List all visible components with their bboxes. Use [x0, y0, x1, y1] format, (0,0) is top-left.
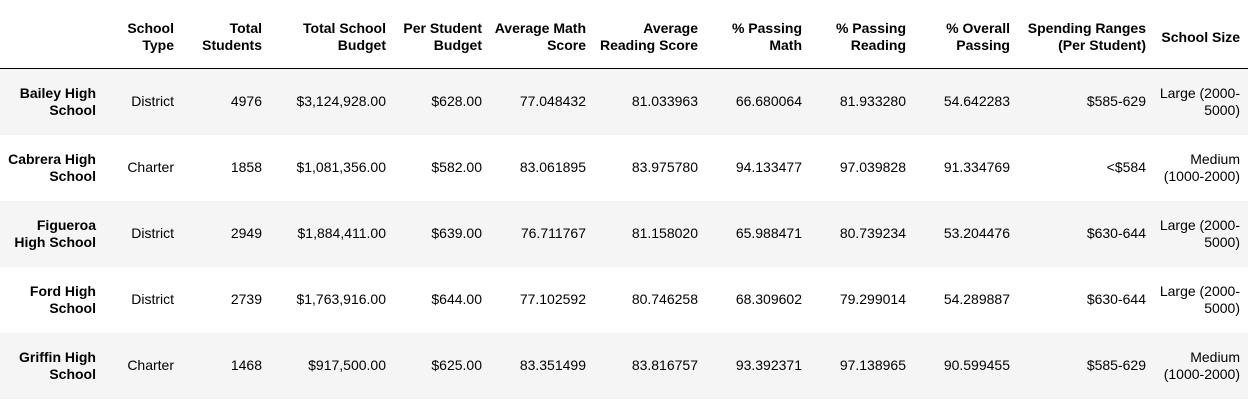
avg-math-cell: 76.711767: [520, 225, 586, 241]
pct-overall-cell: 53.204476: [943, 225, 1010, 241]
spending-range-cell: $630-644: [1086, 225, 1146, 241]
spending-range-cell: <$584: [1106, 159, 1146, 175]
spending-range-cell: $585-629: [1086, 93, 1146, 110]
pct-math-cell: 65.988471: [735, 225, 802, 241]
school-size-cell: Medium (1000-2000): [1163, 348, 1240, 382]
total-students-cell: 2949: [230, 225, 262, 241]
school-type-cell: Charter: [127, 159, 174, 175]
avg-reading-cell: 80.746258: [631, 291, 698, 307]
header-row: School Type Total Students Total School …: [0, 6, 1248, 69]
avg-reading-cell: 81.033963: [631, 93, 698, 110]
pct-reading-cell: 80.739234: [839, 225, 906, 241]
avg-math-cell: 83.061895: [519, 159, 586, 175]
school-type-cell: District: [131, 93, 174, 110]
pct-reading-cell: 81.933280: [839, 93, 906, 110]
column-header-school-type: School Type: [104, 6, 182, 69]
avg-math-cell: 77.102592: [519, 291, 586, 307]
per-student-budget-cell: $639.00: [431, 225, 482, 241]
total-students-cell: 4976: [230, 93, 262, 110]
pct-overall-cell: 91.334769: [943, 159, 1010, 175]
pct-math-cell: 93.392371: [735, 357, 802, 373]
table-row: Bailey High School District 4976 $3,124,…: [0, 68, 1248, 135]
column-header-per-student-budget: Per Student Budget: [394, 6, 490, 69]
school-type-cell: District: [131, 225, 174, 241]
per-student-budget-cell: $625.00: [431, 357, 482, 373]
total-budget-cell: $1,763,916.00: [296, 291, 386, 307]
table-row: Griffin High School Charter 1468 $917,50…: [0, 332, 1248, 399]
pct-reading-cell: 79.299014: [839, 291, 906, 307]
per-student-budget-cell: $582.00: [431, 159, 482, 175]
pct-reading-cell: 97.138965: [839, 357, 906, 373]
per-student-budget-cell: $628.00: [431, 93, 482, 110]
school-name-cell: Griffin High School: [19, 348, 96, 382]
pct-math-cell: 94.133477: [735, 159, 802, 175]
pct-overall-cell: 90.599455: [943, 357, 1010, 373]
total-budget-cell: $3,124,928.00: [296, 93, 386, 110]
column-header-school-size: School Size: [1154, 6, 1248, 69]
pct-math-cell: 66.680064: [735, 93, 802, 110]
avg-reading-cell: 83.975780: [631, 159, 698, 175]
total-budget-cell: $1,081,356.00: [296, 159, 386, 175]
total-students-cell: 1468: [230, 357, 262, 373]
avg-reading-cell: 81.158020: [631, 225, 698, 241]
total-budget-cell: $1,884,411.00: [297, 225, 387, 241]
column-header-avg-reading: Average Reading Score: [594, 6, 706, 69]
table-row: Figueroa High School District 2949 $1,88…: [0, 200, 1248, 267]
school-size-cell: Large (2000-5000): [1159, 282, 1240, 316]
total-budget-cell: $917,500.00: [308, 357, 386, 373]
column-header-index: [0, 6, 104, 69]
school-name-cell: Ford High School: [29, 282, 96, 316]
pct-math-cell: 68.309602: [735, 291, 802, 307]
column-header-pct-overall: % Overall Passing: [914, 6, 1018, 69]
spending-range-cell: $630-644: [1086, 291, 1146, 307]
spending-range-cell: $585-629: [1086, 357, 1146, 373]
avg-math-cell: 77.048432: [519, 93, 586, 110]
pct-overall-cell: 54.642283: [943, 93, 1010, 110]
pct-overall-cell: 54.289887: [943, 291, 1010, 307]
school-size-cell: Large (2000-5000): [1159, 216, 1240, 250]
school-summary-table: School Type Total Students Total School …: [0, 6, 1248, 399]
avg-reading-cell: 83.816757: [631, 357, 698, 373]
pct-reading-cell: 97.039828: [839, 159, 906, 175]
table-row: Ford High School District 2739 $1,763,91…: [0, 267, 1248, 333]
column-header-pct-math: % Passing Math: [706, 6, 810, 69]
school-name-cell: Bailey High School: [19, 84, 96, 118]
column-header-pct-reading: % Passing Reading: [810, 6, 914, 69]
school-name-cell: Figueroa High School: [14, 216, 96, 250]
total-students-cell: 2739: [230, 291, 262, 307]
school-type-cell: Charter: [127, 357, 174, 373]
column-header-avg-math: Average Math Score: [490, 6, 594, 69]
total-students-cell: 1858: [230, 159, 262, 175]
column-header-spending-range: Spending Ranges (Per Student): [1018, 6, 1154, 69]
column-header-total-students: Total Students: [182, 6, 270, 69]
avg-math-cell: 83.351499: [519, 357, 586, 373]
table-row: Cabrera High School Charter 1858 $1,081,…: [0, 135, 1248, 201]
school-name-cell: Cabrera High School: [8, 150, 96, 184]
school-size-cell: Medium (1000-2000): [1163, 150, 1240, 184]
column-header-total-budget: Total School Budget: [270, 6, 394, 69]
school-size-cell: Large (2000-5000): [1159, 84, 1240, 118]
school-type-cell: District: [131, 291, 174, 307]
per-student-budget-cell: $644.00: [431, 291, 482, 307]
